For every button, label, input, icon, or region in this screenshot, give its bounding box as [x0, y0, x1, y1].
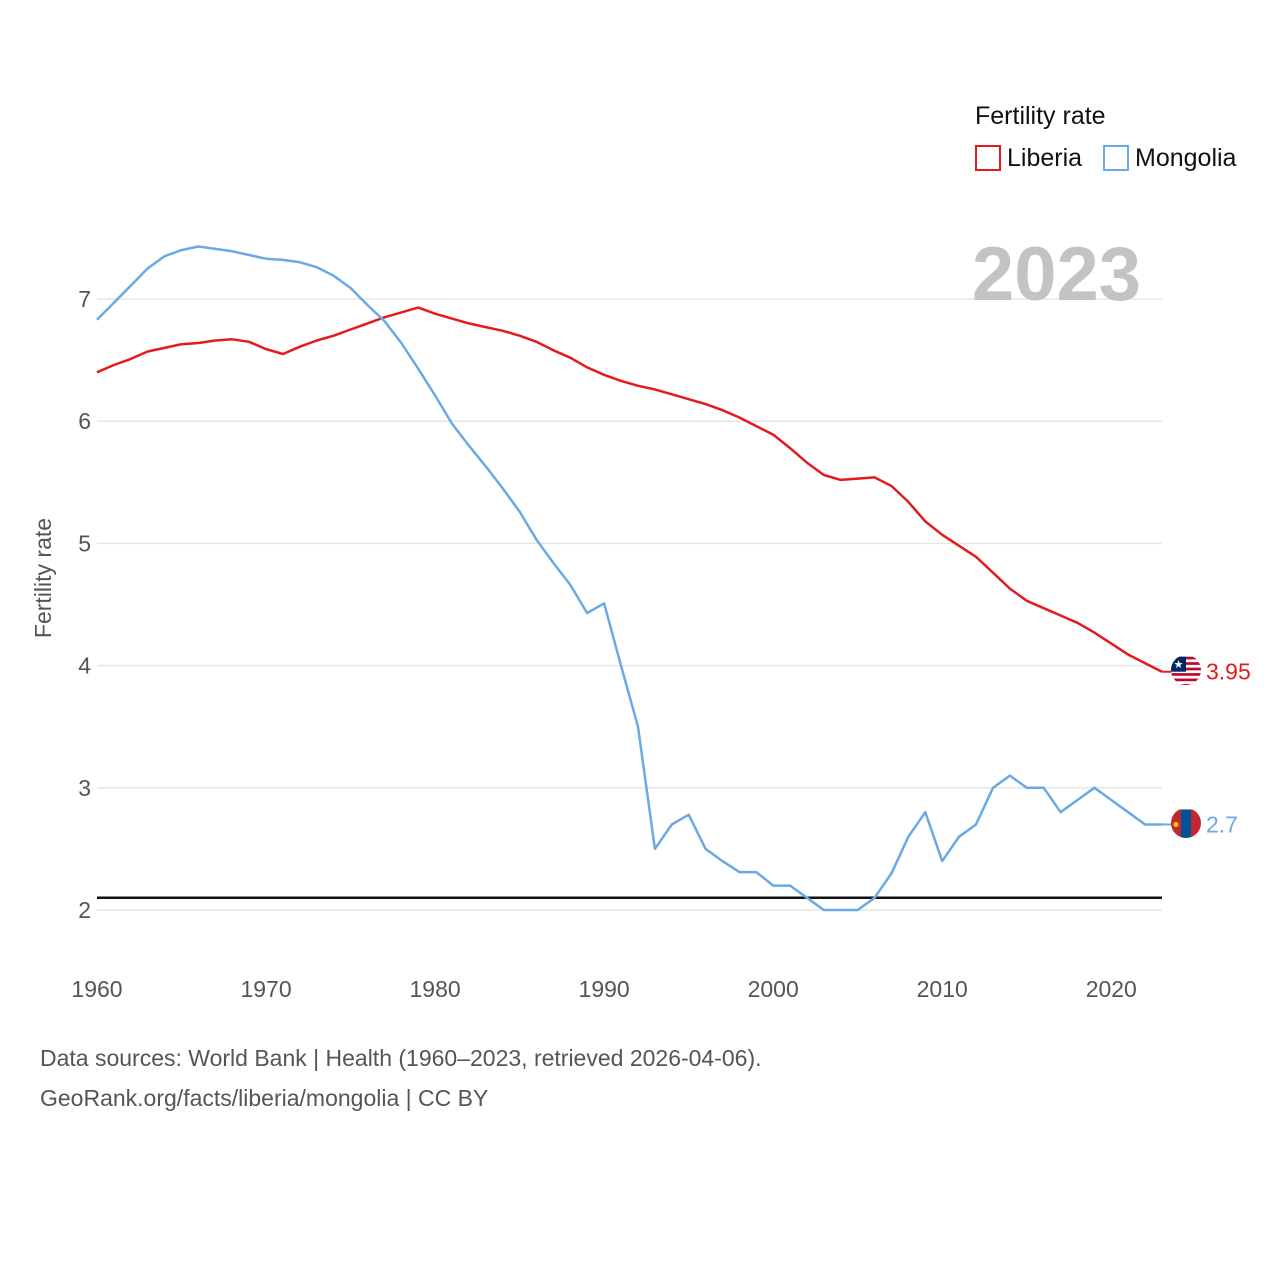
footer-sources: Data sources: World Bank | Health (1960–…: [40, 1045, 762, 1071]
y-tick-label-6: 6: [78, 408, 91, 434]
y-tick-label-3: 3: [78, 775, 91, 801]
flag-liberia-canton: [1171, 656, 1186, 672]
flag-mongolia-band: [1191, 809, 1201, 838]
flag-liberia-stripe: [1171, 678, 1201, 682]
legend-swatch-mongolia[interactable]: [1103, 145, 1129, 171]
flag-liberia-stripes: ★: [1171, 656, 1201, 685]
y-tick-label-5: 5: [78, 530, 91, 556]
y-tick-label-2: 2: [78, 897, 91, 923]
gridlines: [97, 298, 1162, 911]
end-value-label-liberia: 3.95: [1206, 659, 1251, 685]
flag-liberia-stripe: [1171, 681, 1201, 685]
y-axis-title: Fertility rate: [30, 518, 56, 638]
y-tick-label-4: 4: [78, 653, 91, 679]
flag-mongolia-soyombo: [1173, 821, 1179, 827]
x-tick-label-2010: 2010: [917, 976, 968, 1002]
flag-liberia-stripe: [1171, 670, 1201, 674]
series-line-liberia: [96, 306, 1163, 673]
flag-icon-liberia: ★: [1171, 656, 1201, 685]
x-tick-label-1970: 1970: [240, 976, 291, 1002]
flag-liberia-stripe: [1171, 675, 1201, 679]
legend-label-liberia[interactable]: Liberia: [1007, 144, 1082, 172]
x-tick-label-2000: 2000: [748, 976, 799, 1002]
x-tick-label-1980: 1980: [410, 976, 461, 1002]
end-markers: ★ 3.95 2.7: [1162, 656, 1251, 838]
legend-label-mongolia[interactable]: Mongolia: [1135, 144, 1237, 172]
flag-icon-mongolia: [1171, 809, 1201, 838]
legend-swatch-liberia[interactable]: [975, 145, 1001, 171]
y-tick-label-7: 7: [78, 286, 91, 312]
x-tick-label-1960: 1960: [71, 976, 122, 1002]
footer-link[interactable]: GeoRank.org/facts/liberia/mongolia | CC …: [40, 1085, 489, 1111]
flag-liberia-star: ★: [1174, 659, 1184, 671]
flag-liberia-stripe: [1171, 673, 1201, 677]
legend-title: Fertility rate: [975, 102, 1106, 130]
y-axis-ticks: 2 3 4 5 6 7: [78, 286, 91, 923]
series-layer: [96, 245, 1163, 912]
flag-liberia-stripe: [1171, 683, 1201, 685]
year-label: 2023: [972, 232, 1141, 317]
flag-mongolia-bands: [1171, 809, 1201, 838]
legend: Fertility rate Liberia Mongolia: [975, 102, 1237, 172]
flag-mongolia-band: [1181, 809, 1191, 838]
series-line-mongolia: [96, 245, 1162, 912]
x-axis-ticks: 1960 1970 1980 1990 2000 2010 2020: [71, 976, 1136, 1002]
end-value-label-mongolia: 2.7: [1206, 811, 1238, 837]
x-tick-label-2020: 2020: [1086, 976, 1137, 1002]
x-tick-label-1990: 1990: [579, 976, 630, 1002]
